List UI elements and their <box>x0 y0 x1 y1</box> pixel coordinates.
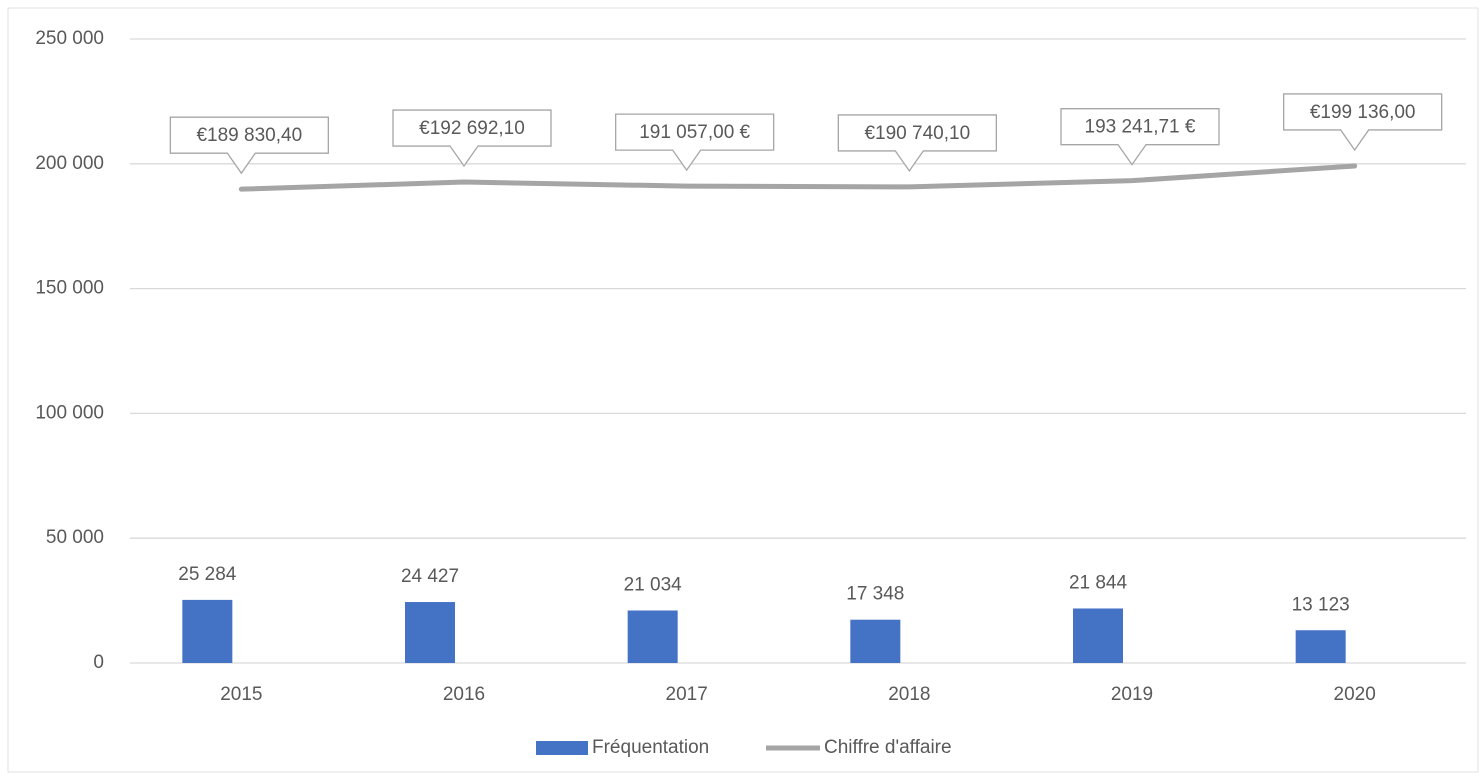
data-label: 193 241,71 € <box>1085 117 1196 138</box>
callout-box <box>392 109 552 168</box>
callout-box <box>1283 93 1443 152</box>
x-tick-label: 2018 <box>888 684 930 705</box>
y-tick-label: 200 000 <box>35 153 104 174</box>
x-tick-label: 2015 <box>220 684 262 705</box>
x-tick-label: 2020 <box>1334 684 1376 705</box>
y-tick-label: 250 000 <box>35 28 104 49</box>
data-label: €189 830,40 <box>196 125 302 146</box>
line <box>238 163 1358 192</box>
legend-label: Chiffre d'affaire <box>824 737 952 758</box>
bar <box>405 602 455 663</box>
data-label: 191 057,00 € <box>639 122 750 143</box>
x-tick-label: 2016 <box>443 684 485 705</box>
data-label: 21 034 <box>624 575 683 596</box>
y-tick-label: 100 000 <box>35 402 104 423</box>
legend-swatch <box>536 741 588 755</box>
x-tick-label: 2017 <box>666 684 708 705</box>
callout-box <box>837 114 997 173</box>
callout-box <box>615 113 775 172</box>
callout-box <box>169 116 329 175</box>
data-label: 21 844 <box>1069 572 1128 593</box>
data-label: €190 740,10 <box>864 123 970 144</box>
bar <box>182 599 233 663</box>
bar <box>1295 630 1346 663</box>
y-tick-label: 50 000 <box>46 527 104 548</box>
bar <box>627 610 678 663</box>
data-label: €199 136,00 <box>1310 102 1416 123</box>
bar <box>1073 608 1123 663</box>
y-tick-label: 0 <box>93 652 104 673</box>
data-label: 24 427 <box>401 566 459 587</box>
data-label: 13 123 <box>1292 594 1350 615</box>
data-label: 25 284 <box>178 564 237 585</box>
callout-box <box>1060 108 1220 166</box>
bar <box>850 619 901 663</box>
data-label: €192 692,10 <box>419 118 525 139</box>
y-tick-label: 150 000 <box>35 278 104 299</box>
x-tick-label: 2019 <box>1111 684 1153 705</box>
data-label: 17 348 <box>846 584 904 605</box>
legend-label: Fréquentation <box>592 737 709 758</box>
